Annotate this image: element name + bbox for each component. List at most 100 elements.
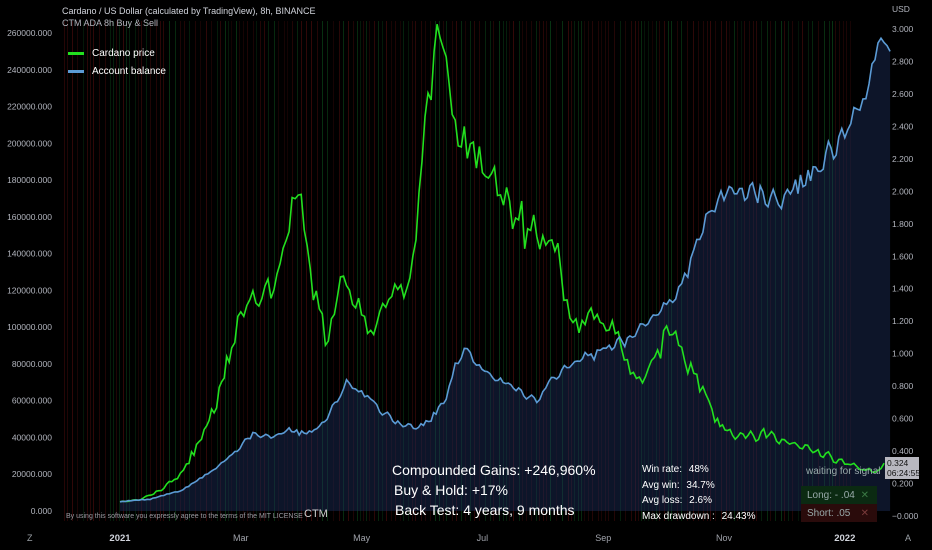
x-tick-label: 2022 xyxy=(834,533,855,544)
short-signal-box[interactable]: Short: .05 ✕ xyxy=(801,504,877,522)
signal-bar xyxy=(99,21,100,521)
signal-bar xyxy=(574,21,575,521)
signal-bar xyxy=(64,21,65,521)
max-drawdown-label: Max drawdown : xyxy=(642,510,715,522)
short-close-icon[interactable]: ✕ xyxy=(860,507,869,519)
signal-bar xyxy=(843,21,844,521)
left-tick-label: 140000.000 xyxy=(7,249,52,259)
signal-bar xyxy=(146,21,147,521)
signal-bar xyxy=(839,21,840,521)
signal-bar xyxy=(474,21,475,521)
signal-bar xyxy=(543,21,544,521)
zoom-button[interactable]: Z xyxy=(27,533,33,543)
signal-bar xyxy=(169,21,170,521)
signal-bar xyxy=(490,21,491,521)
signal-bar xyxy=(378,21,379,521)
signal-bar xyxy=(306,21,307,521)
auto-scale-button[interactable]: A xyxy=(905,533,912,543)
signal-bar xyxy=(715,21,716,521)
signal-bar xyxy=(729,21,730,521)
win-rate-value: 48% xyxy=(688,464,709,475)
signal-bar xyxy=(348,21,349,521)
signal-bar xyxy=(138,21,139,521)
last-price-tag: 0.324 06:24:55 xyxy=(885,457,920,479)
signal-bar xyxy=(671,21,672,521)
signal-bar xyxy=(638,21,639,521)
left-tick-label: 0.000 xyxy=(31,506,53,516)
signal-bar xyxy=(592,21,593,521)
right-tick-label: 2.000 xyxy=(892,186,914,196)
long-close-icon[interactable]: ✕ xyxy=(860,489,869,501)
signal-bar xyxy=(556,21,557,521)
signal-bar xyxy=(408,21,409,521)
signal-bar xyxy=(818,21,819,521)
signal-bar xyxy=(395,21,396,521)
signal-bar xyxy=(465,21,466,521)
signal-bar xyxy=(513,21,514,521)
signal-bar xyxy=(698,21,699,521)
signal-bar xyxy=(835,21,836,521)
signal-bar xyxy=(832,21,833,521)
signal-bar xyxy=(317,21,318,521)
signal-bar xyxy=(135,21,136,521)
signal-bar xyxy=(67,21,68,521)
signal-bar xyxy=(206,21,207,521)
avg-loss-label: Avg loss: xyxy=(642,495,683,506)
signal-bar xyxy=(260,21,261,521)
signal-bar xyxy=(239,21,240,521)
left-axis: 260000.000 240000.000 220000.000 200000.000… xyxy=(7,28,52,516)
signal-bar xyxy=(439,21,440,521)
signal-bar xyxy=(710,21,711,521)
signal-bar xyxy=(200,21,201,521)
signal-bar xyxy=(333,21,334,521)
right-tick-label: 1.200 xyxy=(892,316,914,326)
signal-bar xyxy=(620,21,621,521)
signal-bar xyxy=(846,21,847,521)
ctm-watermark: CTM xyxy=(304,508,328,520)
signal-bar xyxy=(412,21,413,521)
signal-bar xyxy=(126,21,127,521)
signal-bar xyxy=(284,21,285,521)
signal-bar xyxy=(631,21,632,521)
left-tick-label: 260000.000 xyxy=(7,28,52,38)
signal-bar xyxy=(693,21,694,521)
max-drawdown-value: 24.43% xyxy=(721,510,756,522)
signal-bar xyxy=(503,21,504,521)
signal-bar xyxy=(519,21,520,521)
left-tick-label: 100000.000 xyxy=(7,322,52,332)
left-tick-label: 240000.000 xyxy=(7,65,52,75)
signal-bar xyxy=(539,21,540,521)
signal-bar xyxy=(400,21,401,521)
signal-bar xyxy=(812,21,813,521)
x-tick-label: Jul xyxy=(477,533,489,543)
signal-bar xyxy=(189,21,190,521)
signal-bar xyxy=(461,21,462,521)
signal-bar xyxy=(641,21,642,521)
legend-entry-balance: Account balance xyxy=(68,62,166,80)
signal-bar xyxy=(499,21,500,521)
right-tick-label: 2.400 xyxy=(892,121,914,131)
signal-bar xyxy=(301,21,302,521)
win-rate-label: Win rate: xyxy=(642,464,683,475)
signal-bar xyxy=(652,21,653,521)
legend-swatch-balance xyxy=(68,69,84,73)
signal-bar xyxy=(415,21,416,521)
legend-label-price: Cardano price xyxy=(92,47,155,59)
max-drawdown-row: Max drawdown : 24.43% xyxy=(642,509,756,525)
right-tick-label: 3.000 xyxy=(892,24,914,34)
long-signal-box[interactable]: Long: - .04 ✕ xyxy=(801,486,877,504)
right-tick-label: 1.000 xyxy=(892,349,914,359)
signal-bar xyxy=(734,21,735,521)
back-test: Back Test: 4 years, 9 months xyxy=(395,502,575,518)
signal-bar xyxy=(562,21,563,521)
signal-bar xyxy=(802,21,803,521)
signal-status: waiting for signal xyxy=(806,466,881,477)
signal-bar xyxy=(129,21,130,521)
signal-bar xyxy=(180,21,181,521)
signal-bar xyxy=(452,21,453,521)
signal-bar xyxy=(788,21,789,521)
signal-bar xyxy=(403,21,404,521)
x-tick-label: Mar xyxy=(233,533,249,543)
signal-bar xyxy=(382,21,383,521)
